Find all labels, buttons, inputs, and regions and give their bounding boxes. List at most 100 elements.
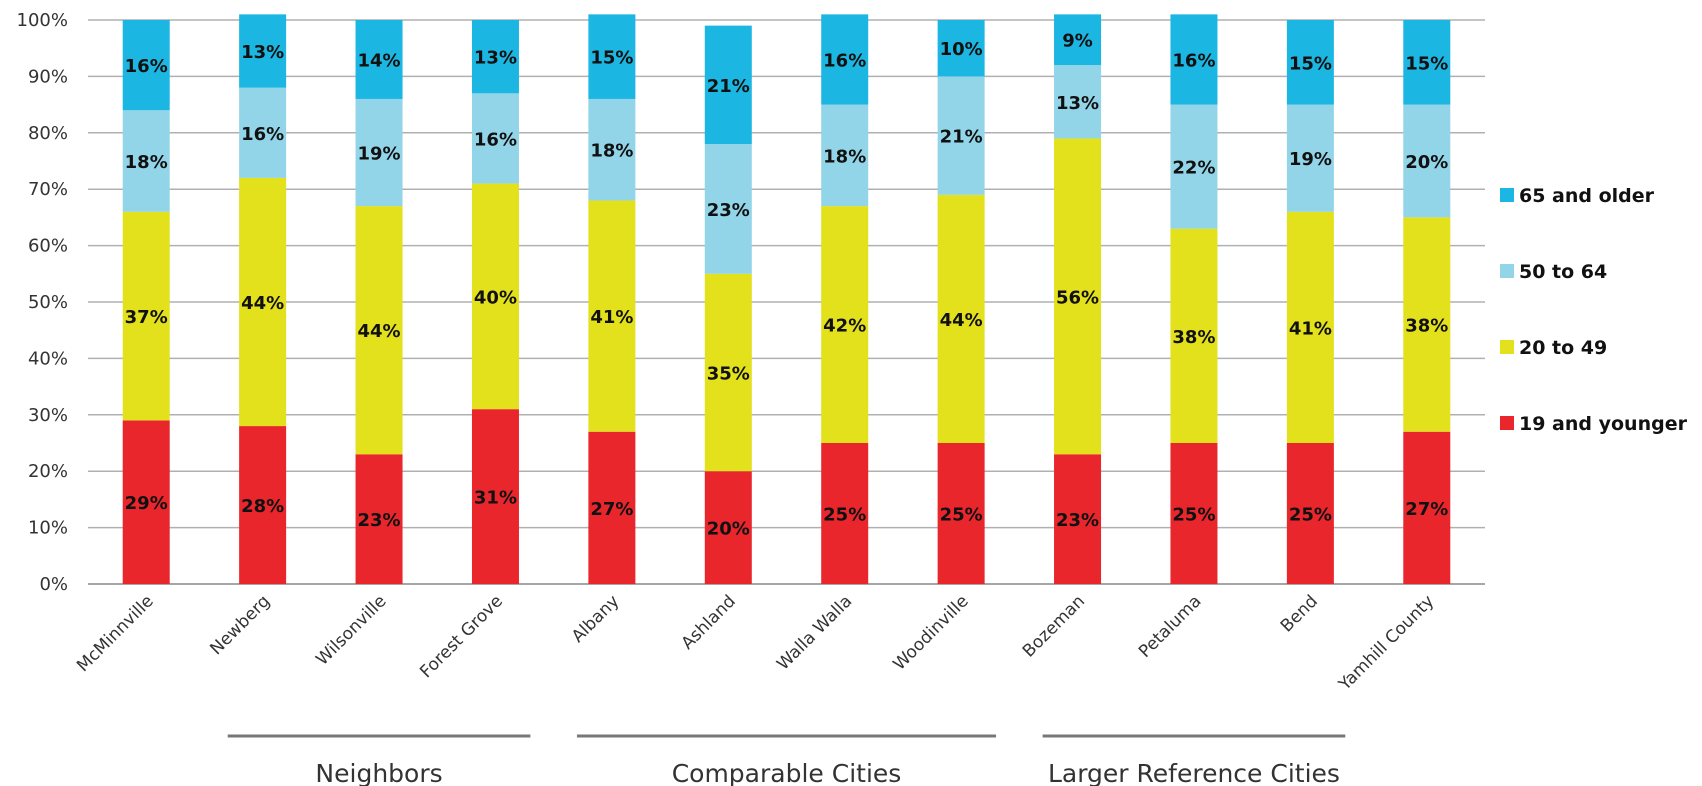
data-label: 18% bbox=[823, 146, 866, 167]
y-tick-label: 60% bbox=[28, 236, 68, 257]
bar-segment-20-to-49 bbox=[1170, 228, 1218, 443]
bar-segment-65-and-older bbox=[1054, 14, 1102, 66]
x-tick-label: Bozeman bbox=[1019, 591, 1089, 661]
data-label: 13% bbox=[1056, 93, 1099, 114]
bar-segment-65-and-older bbox=[122, 20, 170, 111]
bar-segment-19-and-younger bbox=[1170, 443, 1218, 584]
legend-label: 19 and younger bbox=[1519, 413, 1688, 435]
bar-segment-50-to-64 bbox=[122, 110, 170, 212]
bar-segment-65-and-older bbox=[355, 20, 403, 99]
data-label: 38% bbox=[1172, 327, 1215, 348]
bar-segment-20-to-49 bbox=[355, 206, 403, 455]
data-label: 18% bbox=[125, 152, 168, 173]
bars bbox=[122, 14, 1451, 584]
bar-segment-20-to-49 bbox=[937, 194, 985, 443]
bar-segment-50-to-64 bbox=[471, 93, 519, 184]
data-label: 16% bbox=[1172, 50, 1215, 71]
data-label: 40% bbox=[474, 287, 517, 308]
gridlines bbox=[88, 19, 1485, 585]
data-label: 16% bbox=[474, 129, 517, 150]
bar-segment-50-to-64 bbox=[355, 98, 403, 207]
bar-segment-19-and-younger bbox=[122, 420, 170, 584]
bar-segment-50-to-64 bbox=[1403, 104, 1451, 218]
data-label: 10% bbox=[940, 39, 983, 60]
data-label: 25% bbox=[1289, 505, 1332, 526]
category-groups: Neighbors Comparable Cities Larger Referen… bbox=[227, 734, 1346, 786]
legend-swatch bbox=[1500, 416, 1514, 430]
bar-segment-65-and-older bbox=[239, 14, 287, 88]
data-label: 41% bbox=[590, 307, 633, 328]
bar-segment-19-and-younger bbox=[355, 454, 403, 584]
data-label: 22% bbox=[1172, 158, 1215, 179]
bar-segment-50-to-64 bbox=[821, 104, 869, 207]
data-label: 31% bbox=[474, 488, 517, 509]
y-tick-label: 30% bbox=[28, 405, 68, 426]
bar-segment-19-and-younger bbox=[1403, 431, 1451, 584]
bar-segment-20-to-49 bbox=[1054, 138, 1102, 455]
bar-segment-50-to-64 bbox=[937, 76, 985, 195]
x-tick-label: Forest Grove bbox=[416, 591, 507, 682]
bar-segment-20-to-49 bbox=[588, 200, 636, 432]
bar-segment-19-and-younger bbox=[1286, 443, 1334, 584]
bar-segment-65-and-older bbox=[1403, 20, 1451, 105]
bar-segment-19-and-younger bbox=[1054, 454, 1102, 584]
data-label: 42% bbox=[823, 316, 866, 337]
bar-segment-19-and-younger bbox=[937, 443, 985, 584]
data-label: 44% bbox=[241, 293, 284, 314]
bar-segment-20-to-49 bbox=[1286, 211, 1334, 443]
bar-segment-50-to-64 bbox=[1170, 104, 1218, 229]
y-tick-label: 50% bbox=[28, 292, 68, 313]
bar-segment-65-and-older bbox=[704, 25, 752, 145]
bar-segment-50-to-64 bbox=[1054, 65, 1102, 139]
legend-swatch bbox=[1500, 188, 1514, 202]
data-label: 16% bbox=[823, 50, 866, 71]
data-label: 25% bbox=[1172, 505, 1215, 526]
data-label: 20% bbox=[707, 519, 750, 540]
group-label: Comparable Cities bbox=[672, 759, 902, 786]
data-label: 18% bbox=[590, 141, 633, 162]
data-label: 27% bbox=[1405, 499, 1448, 520]
y-tick-label: 90% bbox=[28, 66, 68, 87]
data-label: 15% bbox=[590, 48, 633, 69]
group-label: Larger Reference Cities bbox=[1048, 759, 1340, 786]
data-label: 21% bbox=[707, 76, 750, 97]
x-tick-label: Petaluma bbox=[1135, 591, 1205, 661]
x-tick-label: Newberg bbox=[206, 591, 274, 659]
x-tick-label: Walla Walla bbox=[773, 591, 856, 674]
bar-segment-20-to-49 bbox=[1403, 217, 1451, 432]
data-label: 27% bbox=[590, 499, 633, 520]
legend-swatch bbox=[1500, 340, 1514, 354]
legend-label: 65 and older bbox=[1519, 185, 1655, 207]
data-label: 15% bbox=[1289, 53, 1332, 74]
y-tick-label: 80% bbox=[28, 123, 68, 144]
data-label: 41% bbox=[1289, 318, 1332, 339]
data-label: 9% bbox=[1062, 31, 1093, 52]
bar-segment-50-to-64 bbox=[239, 87, 287, 178]
bar-segment-50-to-64 bbox=[704, 144, 752, 274]
bar-segment-20-to-49 bbox=[471, 183, 519, 410]
x-tick-label: Yamhill County bbox=[1334, 591, 1438, 695]
data-label: 56% bbox=[1056, 287, 1099, 308]
bar-segment-65-and-older bbox=[588, 14, 636, 99]
bar-segment-50-to-64 bbox=[1286, 104, 1334, 212]
bar-segment-19-and-younger bbox=[239, 426, 287, 584]
data-label: 23% bbox=[1056, 510, 1099, 531]
y-tick-label: 0% bbox=[39, 574, 68, 595]
data-label: 19% bbox=[1289, 149, 1332, 170]
data-label: 16% bbox=[241, 124, 284, 145]
data-label: 37% bbox=[125, 307, 168, 328]
data-label: 25% bbox=[940, 505, 983, 526]
bar-segment-65-and-older bbox=[821, 14, 869, 105]
legend-label: 20 to 49 bbox=[1519, 337, 1607, 359]
x-tick-label: Albany bbox=[568, 591, 623, 646]
x-tick-label: Bend bbox=[1277, 591, 1322, 636]
bar-segment-65-and-older bbox=[1170, 14, 1218, 105]
data-label: 21% bbox=[940, 127, 983, 148]
bar-segment-20-to-49 bbox=[821, 206, 869, 443]
data-label: 15% bbox=[1405, 53, 1448, 74]
data-label: 38% bbox=[1405, 316, 1448, 337]
x-axis-ticks: McMinnville Newberg Wilsonville Forest Grov… bbox=[73, 591, 1438, 695]
data-label: 19% bbox=[357, 144, 400, 165]
data-label: 13% bbox=[241, 42, 284, 63]
